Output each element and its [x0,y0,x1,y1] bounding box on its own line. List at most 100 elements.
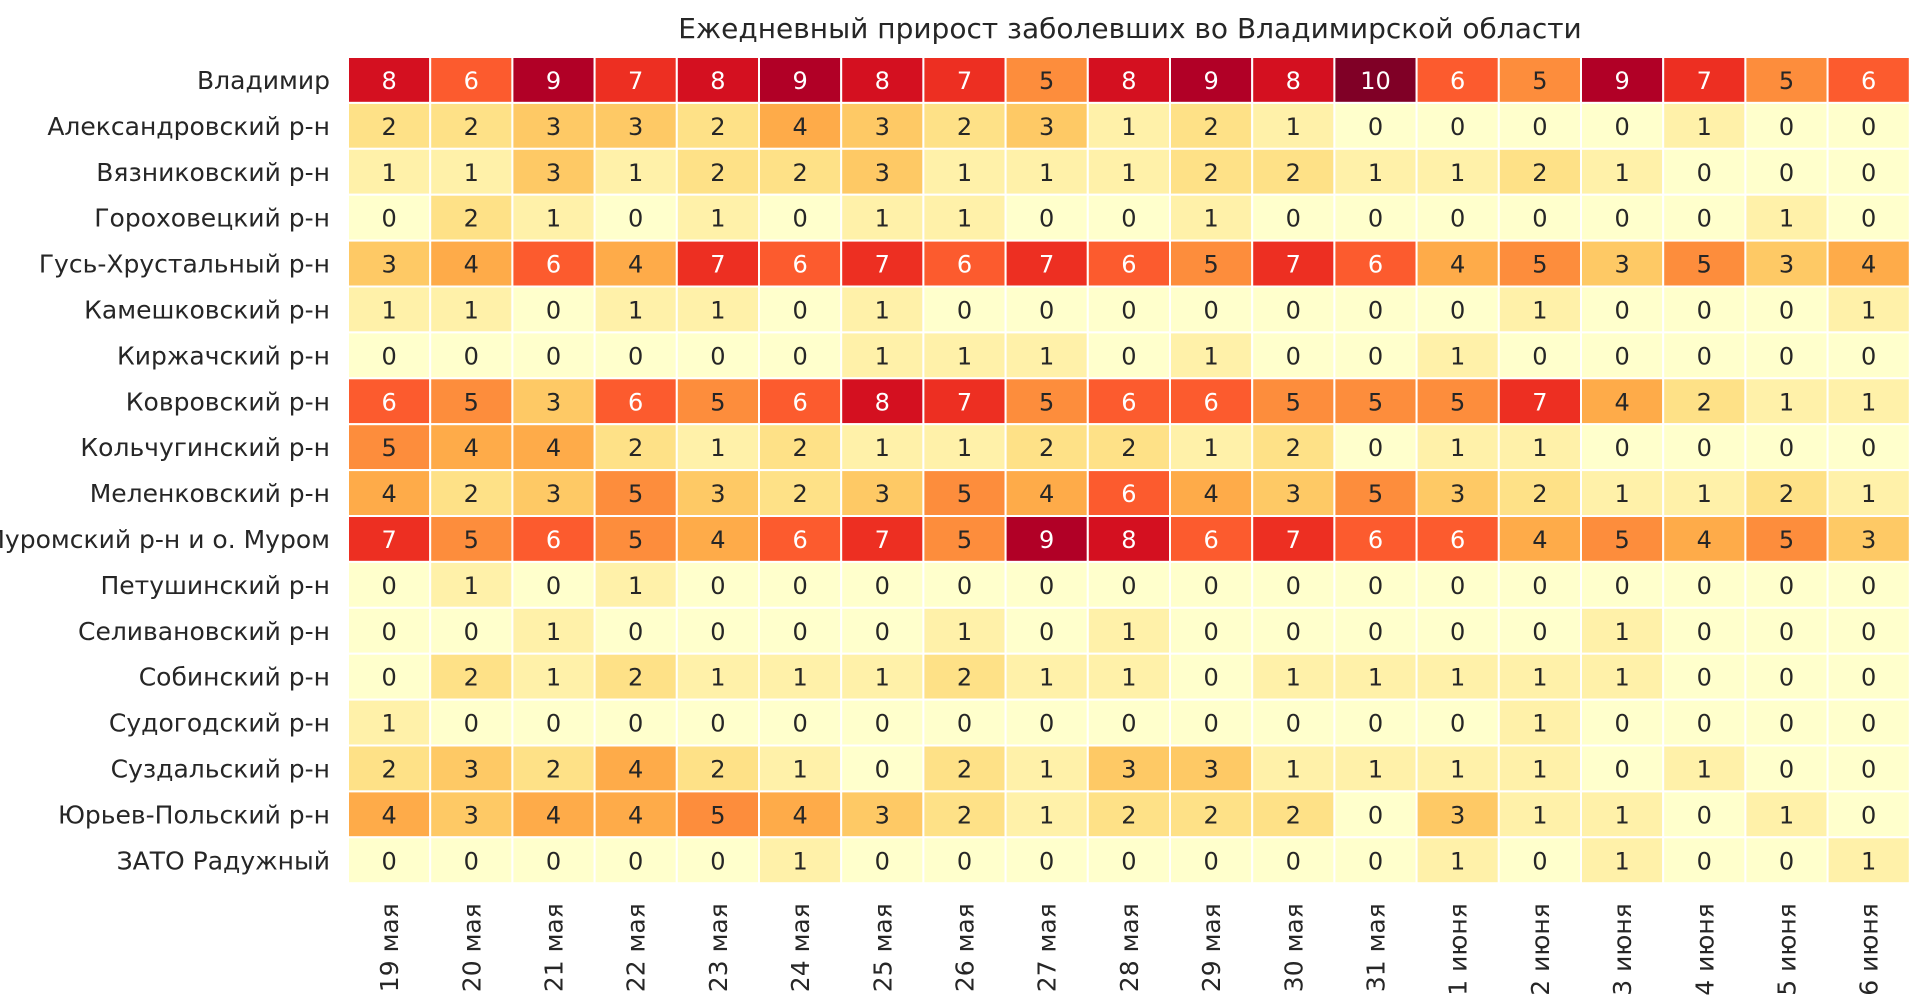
cell-value: 0 [1861,113,1876,141]
cell-value: 0 [1286,342,1301,370]
column-label: 1 июня [1444,903,1473,996]
heatmap-cell [1333,698,1418,747]
heatmap-cell [1333,790,1418,839]
cell-value: 0 [1368,801,1383,829]
column-label: 22 мая [622,903,651,992]
cell-value: 5 [628,526,643,554]
cell-value: 1 [464,572,479,600]
heatmap-cell [593,606,678,655]
cell-value: 0 [1614,710,1629,738]
heatmap-cell [593,285,678,334]
cell-value: 7 [710,251,725,279]
heatmap-cell [1415,56,1500,104]
cell-value: 0 [464,710,479,738]
heatmap-cell [758,285,843,334]
cell-value: 6 [381,388,396,416]
cell-value: 0 [710,710,725,738]
cell-value: 0 [1779,572,1794,600]
heatmap-cell [511,239,596,288]
cell-value: 2 [1203,801,1218,829]
cell-value: 7 [381,526,396,554]
cell-value: 5 [628,480,643,508]
column-label: 26 мая [951,903,980,992]
heatmap-cell [1415,331,1500,380]
cell-value: 0 [1697,296,1712,324]
cell-value: 6 [1450,526,1465,554]
heatmap-cell [1744,515,1829,563]
heatmap-cell [1580,606,1665,655]
cell-value: 0 [710,618,725,646]
cell-value: 0 [628,342,643,370]
cell-value: 0 [1039,205,1054,233]
cell-value: 0 [1861,755,1876,783]
heatmap-cell [1086,147,1172,196]
cell-value: 2 [381,755,396,783]
cell-value: 1 [1039,664,1054,692]
cell-value: 1 [1039,159,1054,187]
cell-value: 6 [1368,526,1383,554]
cell-value: 2 [957,801,972,829]
cell-value: 0 [546,296,561,324]
cell-value: 1 [792,847,807,875]
cell-value: 0 [1614,296,1629,324]
cell-value: 2 [1121,434,1136,462]
cell-value: 1 [1861,296,1876,324]
heatmap-cell [593,790,678,839]
cell-value: 1 [1614,480,1629,508]
heatmap-cell [429,101,514,150]
cell-value: 0 [1532,113,1547,141]
cell-value: 5 [1368,388,1383,416]
cell-value: 1 [792,664,807,692]
cell-value: 0 [957,572,972,600]
cell-value: 3 [546,388,561,416]
cell-value: 0 [1039,572,1054,600]
heatmap-cell [1580,147,1665,196]
heatmap-cell [675,836,760,885]
heatmap-cell [1415,836,1500,885]
cell-value: 1 [875,664,890,692]
row-label: Суздальский р-н [111,754,330,783]
heatmap-cell [593,469,678,518]
row-label: ЗАТО Радужный [117,846,330,875]
heatmap-cell [1580,515,1665,563]
cell-value: 0 [381,664,396,692]
heatmap-cell [1333,515,1418,563]
heatmap-cell [1415,515,1500,563]
cell-value: 1 [381,710,396,738]
cell-value: 3 [381,251,396,279]
cell-value: 1 [1532,664,1547,692]
cell-value: 0 [1286,205,1301,233]
cell-value: 0 [1450,618,1465,646]
heatmap-cell [593,377,678,426]
cell-value: 6 [1121,251,1136,279]
column-label: 25 мая [868,903,897,992]
cell-value: 0 [464,847,479,875]
cell-value: 1 [1203,434,1218,462]
cell-value: 0 [792,342,807,370]
heatmap-cell [429,239,514,288]
cell-value: 0 [1779,710,1794,738]
heatmap-cell [1169,239,1254,288]
cell-value: 6 [957,251,972,279]
cell-value: 2 [710,159,725,187]
cell-value: 3 [1614,251,1629,279]
cell-value: 4 [464,251,479,279]
cell-value: 0 [1779,159,1794,187]
heatmap-cell [429,836,514,885]
heatmap-cell [1744,606,1829,655]
heatmap-cell [1169,101,1254,150]
cell-value: 6 [792,526,807,554]
heatmap-cell [1251,331,1336,380]
heatmap-cell [1826,606,1911,655]
cell-value: 3 [875,801,890,829]
cell-value: 0 [546,710,561,738]
heatmap-cell [1497,469,1583,518]
cell-value: 7 [1532,388,1547,416]
heatmap-cell [429,790,514,839]
column-label: 21 мая [540,903,569,992]
cell-value: 2 [792,480,807,508]
cell-value: 3 [1861,526,1876,554]
cell-value: 2 [957,664,972,692]
heatmap-cell [429,193,514,242]
cell-value: 1 [381,159,396,187]
